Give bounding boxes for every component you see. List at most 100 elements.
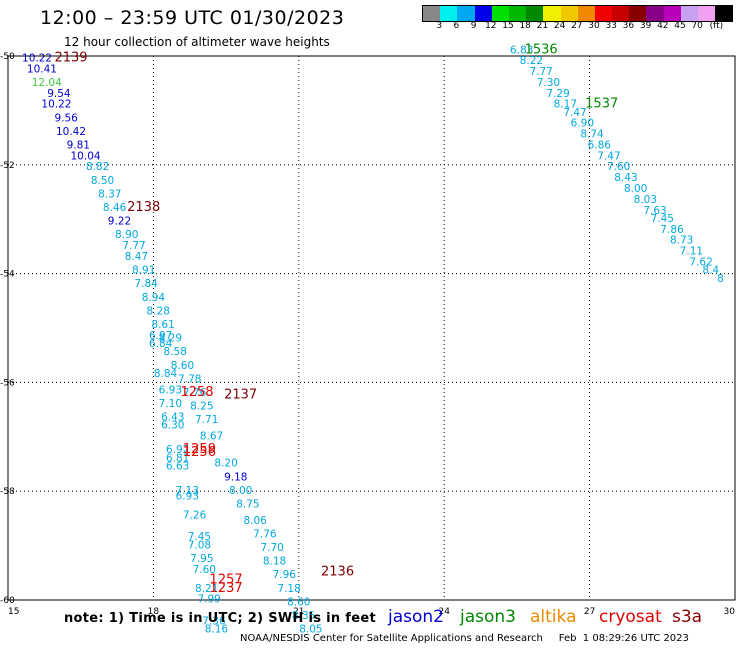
swh-observation: 8.00 <box>229 485 252 497</box>
swh-observation: 8.25 <box>190 401 213 413</box>
colorbar-swatch <box>577 6 595 21</box>
colorbar-swatch <box>457 6 475 21</box>
y-tick-label: -54 <box>0 270 15 280</box>
swh-observation: 8.06 <box>243 515 267 527</box>
y-tick-label: -56 <box>0 378 15 388</box>
swh-observation: 8.91 <box>132 265 155 277</box>
swh-colorbar <box>422 5 734 22</box>
swh-observation: 7.10 <box>159 398 182 410</box>
swh-observation: 8.60 <box>171 360 194 372</box>
y-tick-label: -60 <box>0 596 15 606</box>
swh-observation: 6.43 <box>161 411 184 423</box>
swh-observation: 7.60 <box>193 564 216 576</box>
swh-observation: 8.47 <box>125 251 148 263</box>
mission-altika: altika <box>530 607 577 627</box>
swh-observation: 8.43 <box>614 172 637 184</box>
swh-observation: 6.86 <box>588 139 612 151</box>
swh-observation: 9.18 <box>224 471 247 483</box>
swh-observation: 7.78 <box>178 373 201 385</box>
swh-observation: 7.63 <box>643 205 666 217</box>
swh-observation: 10.41 <box>27 63 57 75</box>
swh-observation: 8.74 <box>580 129 604 141</box>
x-tick-label: 18 <box>148 607 160 617</box>
swh-observation: 7.70 <box>260 542 283 554</box>
colorbar-tick-label: 30 <box>588 21 600 31</box>
swh-observation: 7.30 <box>537 77 560 89</box>
swh-observation: 8 <box>717 273 724 285</box>
pass-time-label: 1256 <box>183 445 216 460</box>
colorbar-tick-label: 27 <box>571 21 583 31</box>
swh-observation: 8.21 <box>195 583 218 595</box>
swh-observation: 7.45 <box>651 213 674 225</box>
pass-time-label: 1237 <box>210 581 243 596</box>
swh-observation: 7.95 <box>190 553 213 565</box>
swh-observation: 7.45 <box>188 531 211 543</box>
swh-observation: 10.22 <box>41 99 71 111</box>
pass-time-label: 1259 <box>183 442 216 457</box>
swh-observation: 8.60 <box>287 596 310 608</box>
swh-observation: 8.22 <box>520 55 543 67</box>
swh-observation: 6.90 <box>571 118 594 130</box>
colorbar-swatch <box>560 6 578 21</box>
swh-observation: 8.35 <box>292 610 315 622</box>
colorbar-swatch <box>543 6 561 21</box>
mission-cryosat: cryosat <box>599 607 662 627</box>
swh-observation: 8.00 <box>624 183 647 195</box>
swh-observation: 9.54 <box>47 88 71 100</box>
swh-observation: 6.63 <box>166 460 189 472</box>
colorbar-tick-label: 42 <box>657 21 669 31</box>
swh-observation: 9.22 <box>108 216 131 228</box>
colorbar-tick-label: 33 <box>605 21 617 31</box>
swh-observation: 8.29 <box>159 333 182 345</box>
map-title: 12:00 – 23:59 UTC 01/30/2023 <box>40 7 345 29</box>
swh-observation: 7.47 <box>563 107 586 119</box>
swh-observation: 8.61 <box>151 319 174 331</box>
swh-observation: 7.26 <box>183 509 207 521</box>
swh-observation: 7.36 <box>202 615 226 627</box>
pass-time-label: 2137 <box>224 388 257 403</box>
colorbar-swatch <box>646 6 664 21</box>
colorbar-swatch <box>440 6 458 21</box>
swh-observation: 8.18 <box>263 556 286 568</box>
swh-observation: 10.42 <box>56 126 86 138</box>
y-tick-label: -50 <box>0 52 15 62</box>
swh-observation: 8.16 <box>205 624 229 636</box>
swh-observation: 7.29 <box>546 88 569 100</box>
swh-observation: 8.4 <box>702 265 719 277</box>
swh-observation: 8.90 <box>115 229 138 241</box>
colorbar-swatch <box>612 6 630 21</box>
footer-credit: NOAA/NESDIS Center for Satellite Applica… <box>240 633 689 644</box>
swh-observation: 7.62 <box>689 256 712 268</box>
swh-observation: 6.83 <box>510 44 533 56</box>
mission-jason3: jason3 <box>460 607 516 627</box>
colorbar-tick-label: 70 <box>691 21 703 31</box>
colorbar-tick-label: 39 <box>639 21 652 31</box>
swh-observation: 8.50 <box>91 175 114 187</box>
x-tick-label: 21 <box>293 607 304 617</box>
swh-observation: 7.77 <box>122 240 145 252</box>
pass-time-label: 2139 <box>54 50 87 65</box>
swh-observation: 6.97 <box>149 330 172 342</box>
swh-observation: 8.37 <box>98 188 121 200</box>
x-tick-label: 30 <box>724 607 736 617</box>
swh-observation: 8.20 <box>214 458 237 470</box>
colorbar-tick-label: 3 <box>436 21 443 31</box>
swh-observation: 12.04 <box>32 77 62 89</box>
swh-observation: 8.82 <box>86 161 109 173</box>
pass-time-label: 1258 <box>180 385 213 400</box>
swh-observation: 8.17 <box>554 99 577 111</box>
mission-jason2: jason2 <box>388 607 444 627</box>
colorbar-tick-label: 9 <box>470 21 477 31</box>
swh-observation: 8.28 <box>147 305 170 317</box>
pass-time-label: 2136 <box>321 565 354 580</box>
colorbar-swatch <box>663 6 681 21</box>
swh-observation: 7.60 <box>607 161 630 173</box>
swh-observation: 8.94 <box>142 292 166 304</box>
colorbar-swatch <box>474 6 492 21</box>
colorbar-swatch <box>423 6 441 21</box>
pass-time-label: 1536 <box>525 42 558 57</box>
swh-observation: 6.81 <box>166 452 189 464</box>
colorbar-swatch <box>508 6 527 21</box>
swh-observation: 10.04 <box>71 150 101 162</box>
